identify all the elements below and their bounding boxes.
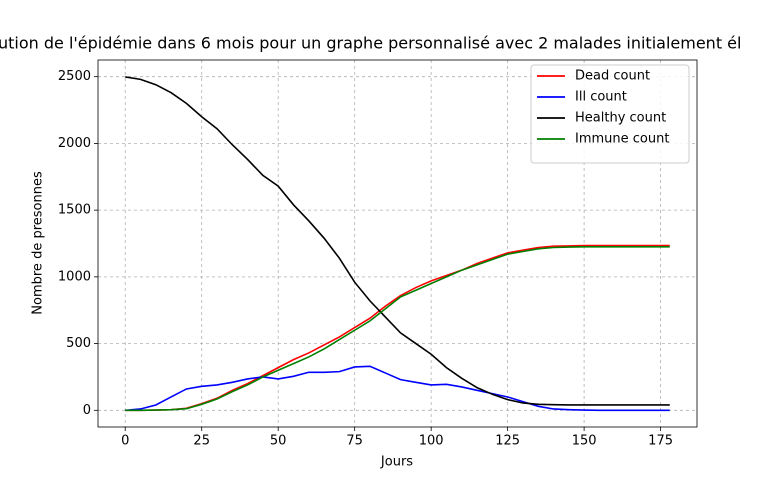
- data-line: [125, 246, 670, 412]
- legend-label: Immune count: [575, 132, 669, 147]
- legend-label: Ill count: [575, 90, 627, 105]
- x-tick-label: 125: [495, 434, 520, 449]
- x-tick-label: 175: [648, 434, 673, 449]
- y-tick-label: 1500: [58, 203, 91, 218]
- x-tick-label: 0: [121, 434, 129, 449]
- data-line: [125, 365, 670, 412]
- legend-label: Dead count: [575, 69, 650, 84]
- y-tick-label: 2000: [58, 136, 91, 151]
- y-tick-label: 1000: [58, 269, 91, 284]
- x-tick-label: 25: [193, 434, 210, 449]
- legend-box: [530, 64, 690, 164]
- x-tick-label: 50: [270, 434, 287, 449]
- x-axis-label: Jours: [380, 455, 413, 470]
- data-line: [125, 76, 670, 406]
- legend: Dead count Ill count Healthy count Immune c…: [530, 64, 690, 164]
- x-tick-label: 150: [572, 434, 597, 449]
- y-tick-label: 0: [83, 403, 91, 418]
- legend-label: Healthy count: [575, 111, 666, 126]
- x-tick-label: 75: [346, 434, 363, 449]
- y-tick-label: 2500: [58, 69, 91, 84]
- y-tick-label: 500: [66, 336, 91, 351]
- plot-frame: [97, 59, 698, 428]
- chart-title: ution de l'épidémie dans 6 mois pour un …: [0, 34, 741, 53]
- y-axis-label: Nombre de presonnes: [31, 171, 46, 315]
- x-tick-label: 100: [419, 434, 444, 449]
